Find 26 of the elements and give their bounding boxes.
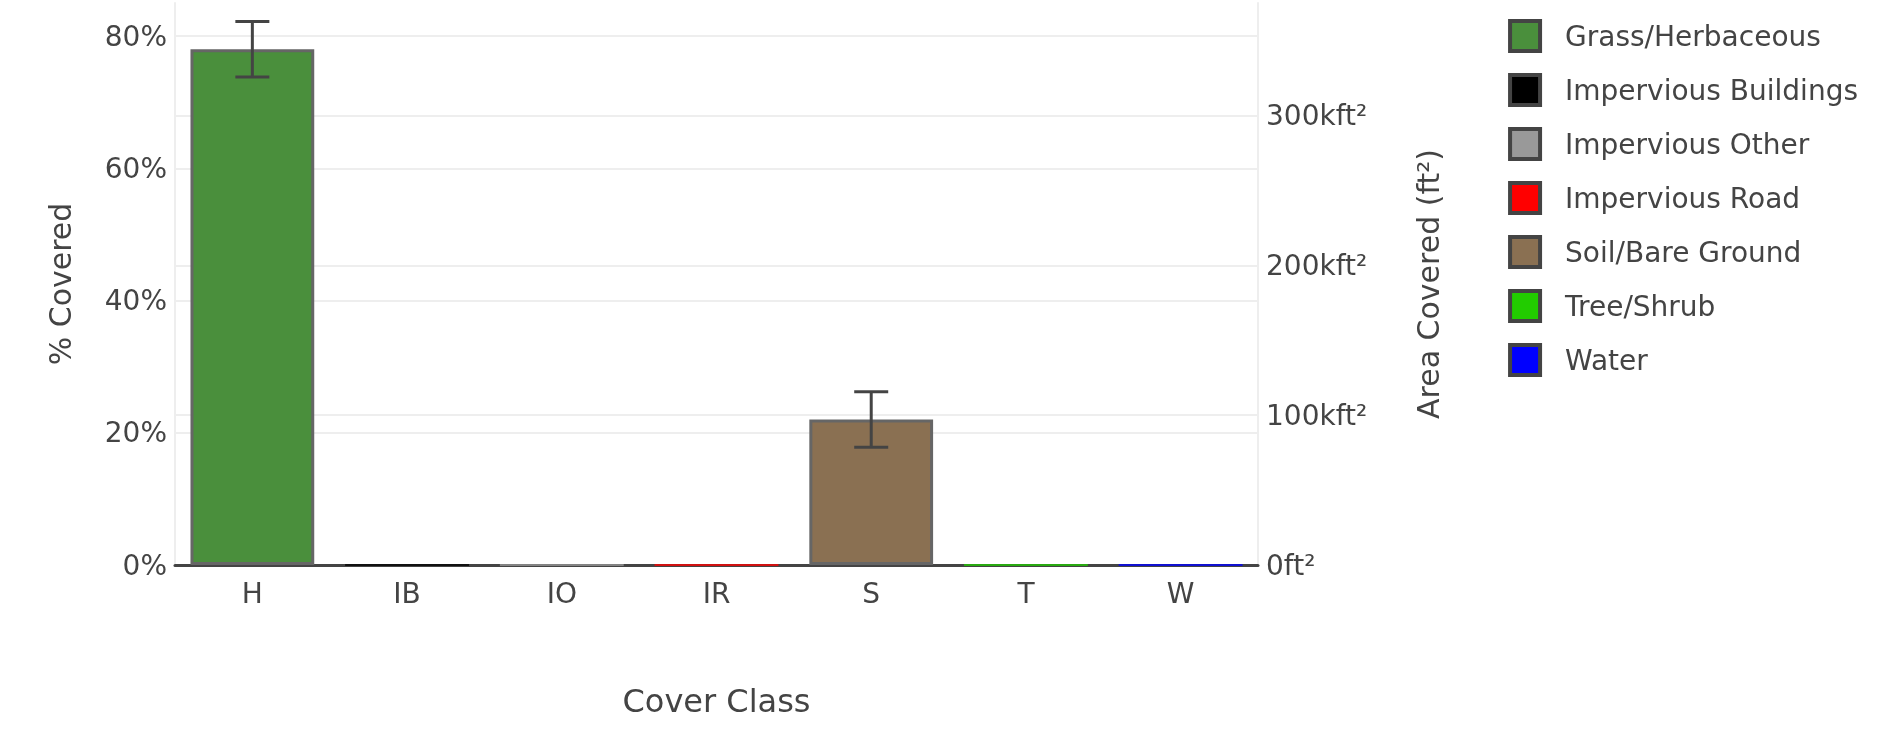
x-tick-label: W	[1166, 576, 1195, 610]
y-axis-title: % Covered	[42, 202, 78, 366]
x-tick-label: IB	[393, 576, 421, 610]
y2-tick-label: 0ft²	[1266, 548, 1316, 582]
legend-label: Impervious Road	[1565, 181, 1801, 215]
legend-label: Impervious Buildings	[1565, 73, 1858, 107]
x-axis-title: Cover Class	[622, 682, 811, 720]
x-tick-label: IO	[546, 576, 577, 610]
legend-label: Impervious Other	[1565, 127, 1810, 161]
y2-axis-title: Area Covered (ft²)	[1410, 148, 1446, 420]
y2-tick-label: 100kft²	[1266, 398, 1368, 432]
legend-label: Grass/Herbaceous	[1565, 19, 1821, 53]
legend-label: Tree/Shrub	[1564, 289, 1716, 323]
x-tick-label: H	[241, 576, 263, 610]
legend-label: Water	[1565, 343, 1649, 377]
y-tick-label: 60%	[104, 151, 167, 185]
legend-label: Soil/Bare Ground	[1565, 235, 1802, 269]
y-tick-label: 40%	[104, 284, 167, 318]
x-tick-label: IR	[702, 576, 731, 610]
y-tick-label: 80%	[104, 19, 167, 53]
y-tick-label: 0%	[122, 548, 167, 582]
y2-tick-label: 300kft²	[1266, 98, 1368, 132]
x-tick-label: S	[862, 576, 881, 610]
x-tick-label: T	[1016, 576, 1036, 610]
y-tick-label: 20%	[104, 416, 167, 450]
y2-tick-label: 200kft²	[1266, 248, 1368, 282]
